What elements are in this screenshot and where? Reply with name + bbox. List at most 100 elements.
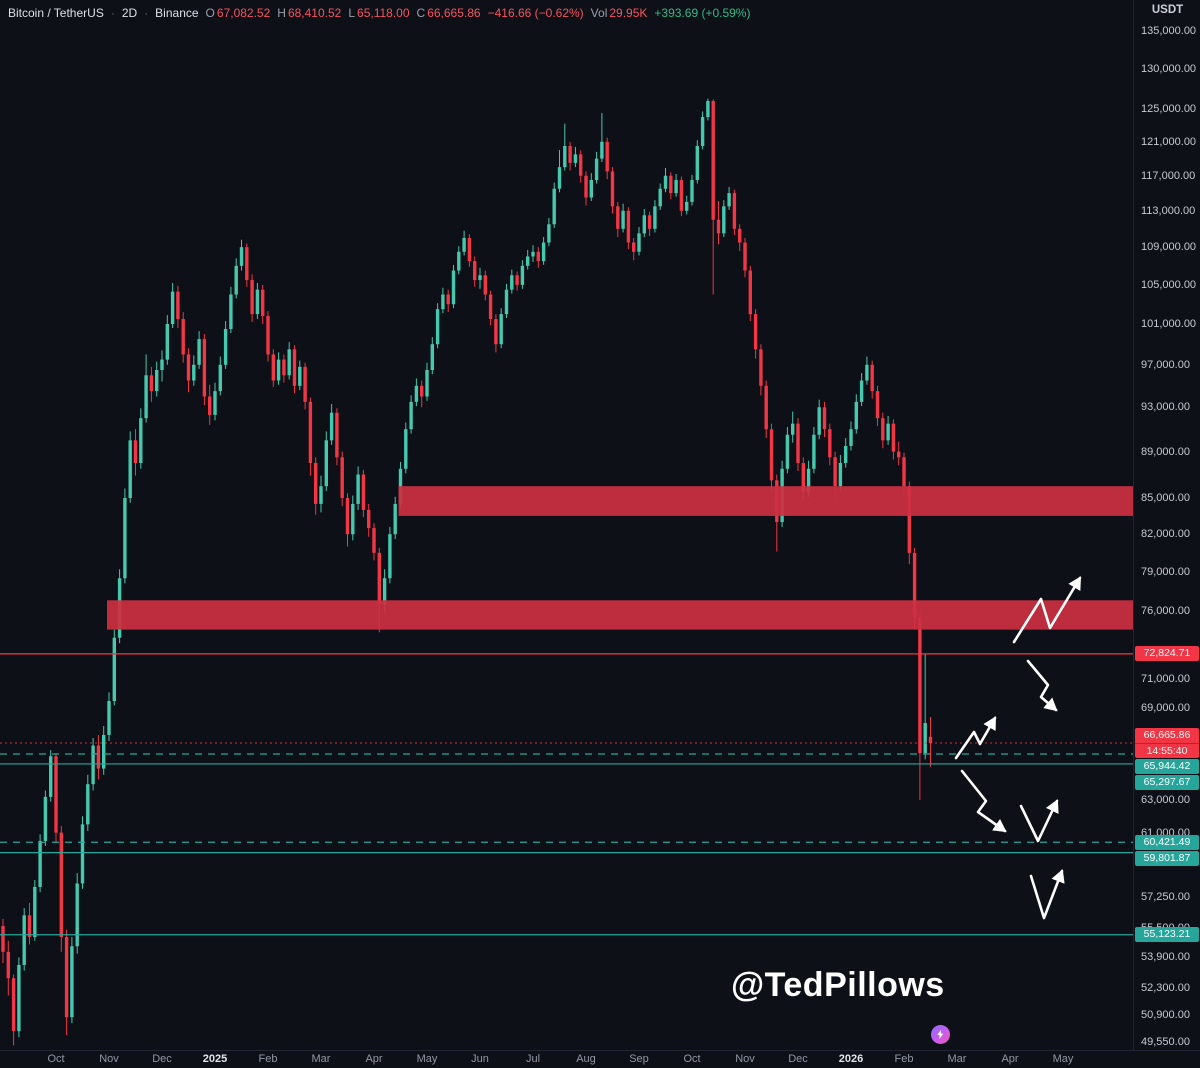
candle-body bbox=[96, 745, 101, 769]
price-tick: 89,000.00 bbox=[1141, 445, 1190, 458]
candle-body bbox=[738, 228, 742, 243]
lightning-icon[interactable] bbox=[931, 1025, 950, 1044]
candle-body bbox=[621, 210, 625, 229]
candle-body bbox=[769, 429, 774, 481]
current-price-axis-label: 66,665.86 14:55:40 bbox=[1135, 728, 1199, 759]
arrow-drawing[interactable] bbox=[954, 716, 997, 760]
candle-body bbox=[75, 883, 79, 947]
candle-body bbox=[372, 528, 376, 553]
candle-body bbox=[928, 736, 933, 744]
high-value: H 68,410.52 bbox=[277, 6, 341, 20]
candle-body bbox=[568, 145, 572, 163]
line-price-label-teal: 60,421.49 bbox=[1135, 834, 1199, 850]
candle-body bbox=[6, 951, 10, 979]
candle-body bbox=[552, 188, 556, 225]
candle-body bbox=[1, 926, 5, 952]
candle-body bbox=[229, 294, 233, 330]
candle-body bbox=[488, 294, 493, 320]
candle-body bbox=[409, 401, 413, 430]
candle-body bbox=[759, 349, 763, 386]
arrow-drawing[interactable] bbox=[1019, 799, 1059, 843]
candle-body bbox=[345, 497, 350, 535]
candle-body bbox=[271, 354, 275, 381]
price-axis[interactable]: USDT 135,000.00 130,000.00 125,000.00 121,0… bbox=[1133, 0, 1200, 1050]
line-price-label-red: 72,824.71 bbox=[1135, 646, 1199, 662]
arrow-drawing[interactable] bbox=[1012, 576, 1082, 644]
watermark: @TedPillows bbox=[731, 966, 945, 1004]
candle-body bbox=[324, 440, 328, 487]
candle-body bbox=[467, 237, 472, 262]
candle-body bbox=[414, 385, 419, 402]
candle-body bbox=[340, 457, 344, 498]
close-value: C 66,665.86 bbox=[417, 6, 481, 20]
arrow-drawing[interactable] bbox=[960, 769, 1007, 833]
time-tick-month: Feb bbox=[894, 1053, 914, 1065]
bolt-glyph bbox=[937, 1029, 944, 1040]
candle-body bbox=[626, 210, 631, 243]
candle-body bbox=[186, 354, 191, 381]
candle-body bbox=[663, 175, 668, 189]
price-tick: 130,000.00 bbox=[1141, 63, 1197, 76]
candle-body bbox=[907, 486, 911, 553]
price-tick: 85,000.00 bbox=[1141, 491, 1190, 504]
candle-body bbox=[732, 193, 737, 229]
time-tick-month: Jun bbox=[471, 1053, 489, 1065]
supply-zone[interactable] bbox=[398, 486, 1134, 516]
candle-body bbox=[674, 180, 678, 194]
time-tick-month: May bbox=[416, 1053, 438, 1065]
candle-body bbox=[292, 349, 297, 386]
time-axis[interactable]: Oct Nov Dec 2025 Feb Mar Apr May Jun Jul Aug Sep Oct… bbox=[0, 1050, 1200, 1068]
bar-countdown: 14:55:40 bbox=[1135, 743, 1199, 759]
current-price-label: 66,665.86 bbox=[1143, 729, 1191, 742]
arrow-drawing[interactable] bbox=[1026, 659, 1058, 712]
candle-body bbox=[722, 206, 726, 234]
price-tick: 69,000.00 bbox=[1141, 702, 1190, 715]
arrow-drawing[interactable] bbox=[1029, 869, 1065, 920]
candle-body bbox=[112, 637, 116, 702]
candle-body bbox=[520, 265, 525, 285]
high-number: 68,410.52 bbox=[287, 6, 342, 20]
candle-body bbox=[430, 344, 434, 370]
candle-body bbox=[250, 280, 254, 315]
symbol-name[interactable]: Bitcoin / TetherUS bbox=[8, 6, 104, 20]
candle-body bbox=[886, 423, 890, 441]
candle-body bbox=[828, 429, 832, 458]
candle-body bbox=[282, 359, 286, 376]
candlestick-chart[interactable] bbox=[0, 0, 1133, 1050]
chart-area[interactable]: Bitcoin / TetherUS · 2D · Binance O 67,0… bbox=[0, 0, 1133, 1050]
volume-number: 29.95K bbox=[609, 6, 648, 20]
time-tick-month: Apr bbox=[1001, 1053, 1019, 1065]
candle-body bbox=[473, 261, 477, 281]
time-tick-month: Feb bbox=[258, 1053, 278, 1065]
candle-body bbox=[255, 289, 260, 315]
candles-layer bbox=[1, 98, 933, 1046]
candle-body bbox=[33, 886, 37, 938]
line-price-label-teal: 65,297.67 bbox=[1135, 775, 1199, 791]
candle-body bbox=[388, 534, 392, 579]
candle-body bbox=[91, 745, 95, 785]
time-tick-month: Nov bbox=[99, 1053, 119, 1065]
interval-label[interactable]: 2D bbox=[121, 6, 138, 20]
price-tick: 121,000.00 bbox=[1141, 135, 1197, 148]
candle-body bbox=[653, 206, 657, 229]
candle-body bbox=[849, 429, 853, 446]
candle-body bbox=[54, 756, 58, 833]
candle-body bbox=[356, 474, 360, 504]
candle-body bbox=[685, 201, 689, 211]
candle-body bbox=[812, 434, 816, 469]
exchange-label: Binance bbox=[155, 6, 199, 20]
supply-zone[interactable] bbox=[107, 600, 1133, 630]
close-number: 66,665.86 bbox=[427, 6, 481, 20]
candle-body bbox=[679, 180, 684, 211]
candle-body bbox=[610, 171, 615, 207]
line-price-label-teal: 65,944.42 bbox=[1135, 759, 1199, 775]
candle-body bbox=[647, 215, 652, 229]
candle-body bbox=[881, 418, 885, 441]
volume-change: +393.69 (+0.59%) bbox=[654, 6, 751, 20]
price-tick: 125,000.00 bbox=[1141, 103, 1197, 115]
currency-button[interactable]: USDT bbox=[1151, 4, 1184, 16]
time-tick-month: Oct bbox=[47, 1053, 65, 1065]
candle-body bbox=[102, 734, 106, 769]
price-tick: 135,000.00 bbox=[1141, 25, 1197, 38]
candle-body bbox=[515, 275, 519, 285]
